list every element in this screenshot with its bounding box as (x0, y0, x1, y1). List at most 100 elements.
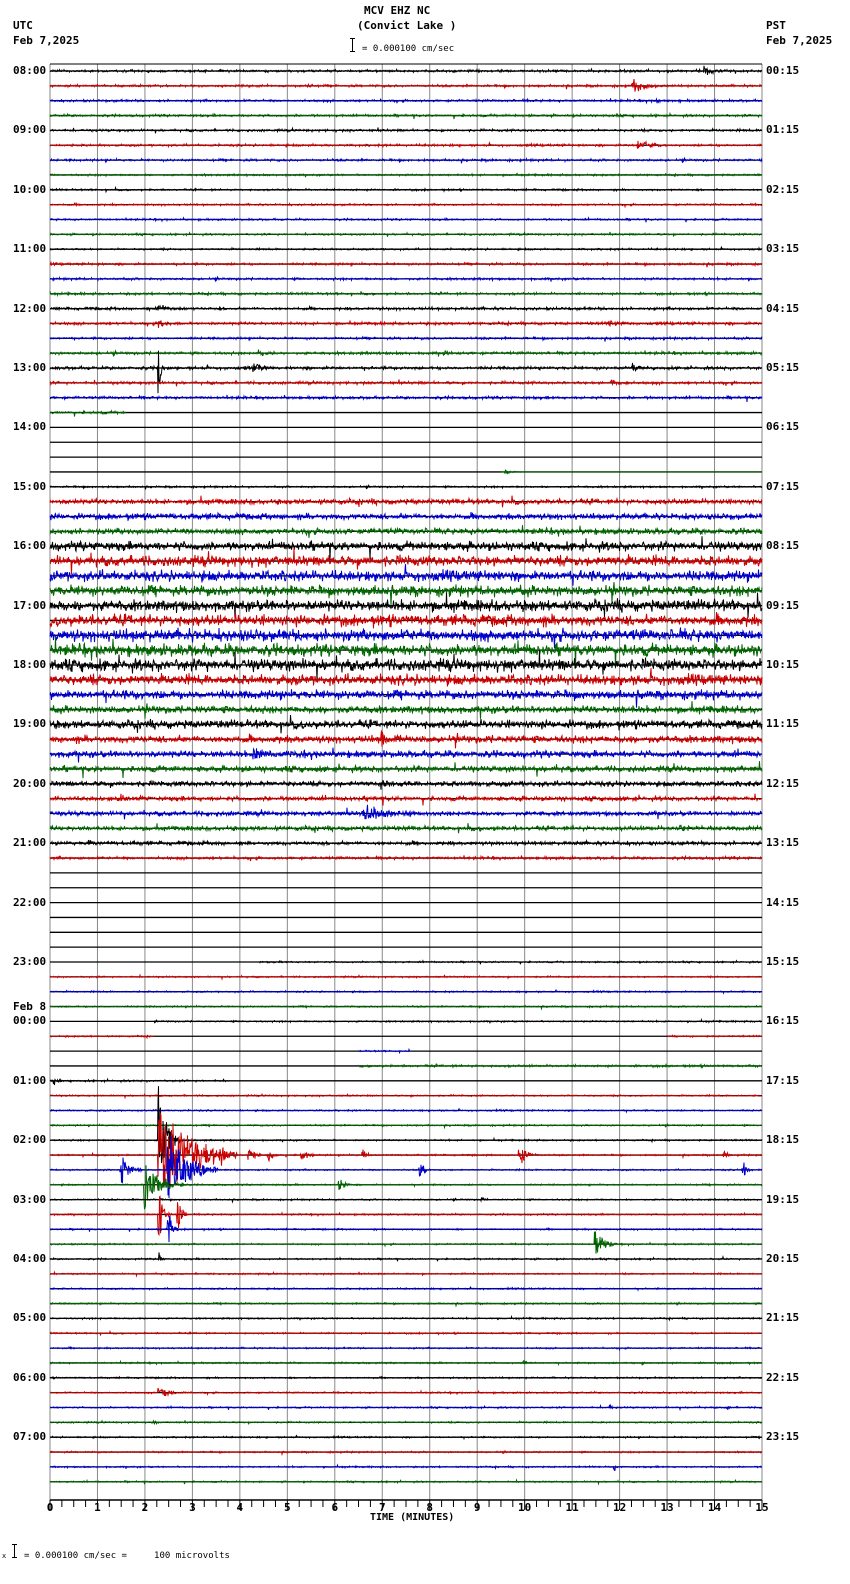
seismic-trace (49, 495, 763, 508)
seismic-trace (49, 1314, 763, 1322)
seismic-trace (49, 379, 763, 387)
seismic-trace (49, 637, 762, 669)
pst-hour-label: 18:15 (766, 1133, 800, 1147)
x-tick-label: 3 (189, 1501, 196, 1514)
utc-hour-label: 08:00 (13, 64, 47, 77)
pst-hour-label: 22:15 (766, 1370, 800, 1384)
utc-hour-label: 16:00 (13, 539, 47, 553)
pst-hour-label: 03:15 (766, 242, 800, 256)
seismic-trace (49, 65, 763, 76)
seismic-trace (49, 245, 763, 252)
seismic-trace (49, 1387, 763, 1397)
seismic-trace (358, 1047, 411, 1055)
seismic-trace (49, 1345, 763, 1352)
utc-hour-label: 17:00 (13, 598, 47, 612)
utc-hour-label: 11:00 (13, 242, 47, 256)
utc-date-label: Feb 8 (13, 1000, 47, 1014)
seismic-trace (49, 627, 763, 649)
pst-hour-label: 21:15 (766, 1311, 800, 1325)
pst-hour-label: 12:15 (766, 776, 800, 790)
seismic-trace (49, 172, 763, 178)
x-tick-label: 4 (236, 1501, 244, 1514)
seismic-trace (49, 536, 763, 561)
seismic-trace (49, 793, 763, 806)
utc-hour-label: 15:00 (13, 479, 47, 493)
seismic-trace (49, 1434, 762, 1441)
pst-hour-label: 17:15 (766, 1073, 800, 1087)
pst-hour-label: 15:15 (766, 955, 800, 968)
x-tick-label: 1 (94, 1501, 101, 1514)
scale-text: = 0.000100 cm/sec (362, 44, 455, 54)
seismic-trace (49, 1077, 230, 1086)
pst-hour-label: 19:15 (766, 1192, 800, 1206)
station-title: MCV EHZ NC (364, 4, 431, 17)
seismic-trace (49, 1165, 763, 1210)
footer-scale-text: = 0.000100 cm/sec = 100 microvolts (24, 1551, 230, 1561)
pst-hour-label: 10:15 (766, 658, 800, 671)
seismic-trace (49, 349, 763, 357)
footer-prefix: x (2, 1552, 7, 1560)
seismic-trace (49, 484, 763, 490)
seismic-trace (49, 1107, 763, 1114)
seismic-trace (49, 1419, 763, 1426)
utc-hour-label: 22:00 (13, 895, 47, 909)
utc-hour-label: 05:00 (13, 1311, 47, 1325)
x-tick-label: 2 (141, 1501, 149, 1514)
seismic-trace (49, 140, 763, 149)
x-tick-label: 9 (473, 1501, 481, 1514)
pst-hour-label: 09:15 (766, 598, 800, 612)
seismic-trace (49, 185, 762, 194)
x-tick-label: 5 (284, 1501, 291, 1514)
seismic-trace (49, 260, 763, 268)
seismic-trace (49, 111, 763, 120)
seismic-trace (49, 1215, 763, 1243)
pst-hour-label: 04:15 (766, 301, 800, 315)
seismic-trace (49, 1252, 763, 1262)
x-tick-label: 10 (518, 1501, 532, 1514)
pst-hour-label: 05:15 (766, 361, 800, 374)
seismic-trace (49, 804, 763, 820)
pst-hour-label: 00:15 (766, 64, 800, 77)
seismic-trace (49, 1112, 763, 1189)
seismic-trace (49, 350, 762, 394)
utc-hour-label: 12:00 (13, 301, 47, 315)
seismic-trace (49, 525, 763, 538)
pst-hour-label: 16:15 (766, 1014, 800, 1028)
x-tick-label: 11 (565, 1501, 579, 1514)
seismic-trace (49, 511, 763, 522)
right-date: Feb 7,2025 (766, 34, 833, 47)
utc-hour-label: 03:00 (13, 1192, 47, 1206)
x-tick-label: 0 (46, 1501, 54, 1514)
pst-hour-label: 02:15 (766, 182, 800, 196)
seismic-trace (49, 1449, 763, 1457)
seismic-trace (49, 1270, 763, 1278)
utc-hour-label: 10:00 (13, 182, 47, 196)
seismic-trace (49, 1135, 762, 1199)
x-axis-title: TIME (MINUTES) (370, 1512, 455, 1523)
seismic-trace (49, 667, 763, 687)
seismic-trace (258, 959, 763, 965)
pst-hour-label: 06:15 (766, 420, 800, 434)
seismic-trace (49, 1195, 763, 1237)
pst-hour-label: 20:15 (766, 1252, 800, 1265)
left-date: Feb 7,2025 (13, 34, 80, 47)
seismic-trace (49, 275, 763, 283)
seismic-trace (49, 97, 763, 105)
pst-hour-label: 13:15 (766, 836, 800, 850)
seismic-trace (49, 612, 763, 629)
seismic-trace (49, 592, 763, 620)
seismic-trace (49, 201, 763, 209)
x-tick-label: 7 (378, 1501, 386, 1514)
seismic-trace (49, 1478, 763, 1486)
pst-hour-label: 08:15 (766, 539, 800, 553)
footer-scale-bar-icon (12, 1544, 17, 1558)
station-subtitle: (Convict Lake ) (357, 19, 457, 32)
seismic-trace (49, 1034, 762, 1040)
x-tick-label: 12 (612, 1501, 627, 1514)
seismic-trace (358, 1062, 762, 1070)
seismic-trace (49, 409, 126, 417)
seismic-trace (49, 304, 763, 313)
x-tick-label: 13 (660, 1501, 674, 1514)
seismic-trace (49, 747, 763, 763)
seismic-trace (49, 854, 763, 862)
